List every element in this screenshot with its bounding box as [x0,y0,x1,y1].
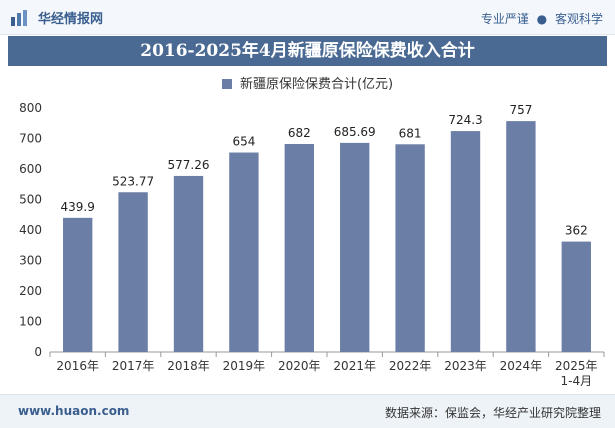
x-tick-label: 2020年 [278,359,321,373]
slogan-right: 客观科学 [554,12,603,26]
data-label: 654 [232,135,255,149]
brand-name: 华经情报网 [38,12,104,27]
x-tick-label: 2017年 [112,359,155,373]
bar-chart: 0 100 200 300 400 500 600 700 800 439.9 2016年 523.7… [19,101,605,388]
y-tick-label: 500 [19,193,42,207]
chart-title: 2016-2025年4月新疆原保险保费收入合计 [8,36,607,66]
x-tick-label: 2024年 [500,359,543,373]
y-tick-label: 0 [34,345,42,359]
bar [63,217,93,352]
data-label: 362 [565,224,588,238]
slogan: 专业严谨 ● 客观科学 [481,10,603,27]
data-label: 681 [399,126,422,140]
data-label: 682 [288,126,311,140]
x-tick-label: 2016年 [56,359,99,373]
brand: 华经情报网 [10,8,103,27]
legend-label: 新疆原保险保费合计(亿元) [239,77,394,92]
bar [506,121,536,353]
bar [561,241,591,352]
top-banner: 华经情报网 专业严谨 ● 客观科学 [0,0,615,35]
x-tick-label: 2018年 [167,359,210,373]
legend-swatch [221,79,232,89]
slogan-left: 专业严谨 [480,12,529,26]
data-label: 439.9 [61,200,95,214]
data-label: 757 [509,103,532,117]
x-tick-label: 2022年 [389,359,432,373]
chart-legend: 新疆原保险保费合计(亿元) [0,73,615,92]
y-tick-label: 600 [19,162,42,176]
y-tick-label: 300 [19,254,42,268]
y-tick-label: 400 [19,223,42,237]
bar [340,142,370,352]
y-tick-label: 100 [19,315,42,329]
bar [395,144,425,352]
bar [229,152,259,352]
data-label: 523.77 [112,174,154,188]
x-tick-label: 2021年 [333,359,376,373]
brand-logo-icon [11,9,27,26]
bar [173,175,204,352]
data-label: 724.3 [448,113,482,127]
bar [118,192,148,352]
data-label: 577.26 [168,158,210,172]
y-tick-label: 800 [19,101,42,115]
x-tick-label: 1-4月 [560,374,592,388]
x-tick-label: 2023年 [444,359,487,373]
data-source: 数据来源：保监会，华经产业研究院整理 [384,406,601,420]
x-tick-label: 2019年 [223,359,266,373]
y-tick-label: 200 [19,284,42,298]
x-tick-label: 2025年 [555,359,598,373]
website-link[interactable]: www.huaon.com [18,404,130,418]
bar [284,143,314,352]
y-tick-label: 700 [19,132,42,146]
footer-bar: www.huaon.com 数据来源：保监会，华经产业研究院整理 [0,394,615,428]
data-label: 685.69 [334,125,376,139]
bullet-icon: ● [536,12,548,26]
bar [450,131,481,352]
